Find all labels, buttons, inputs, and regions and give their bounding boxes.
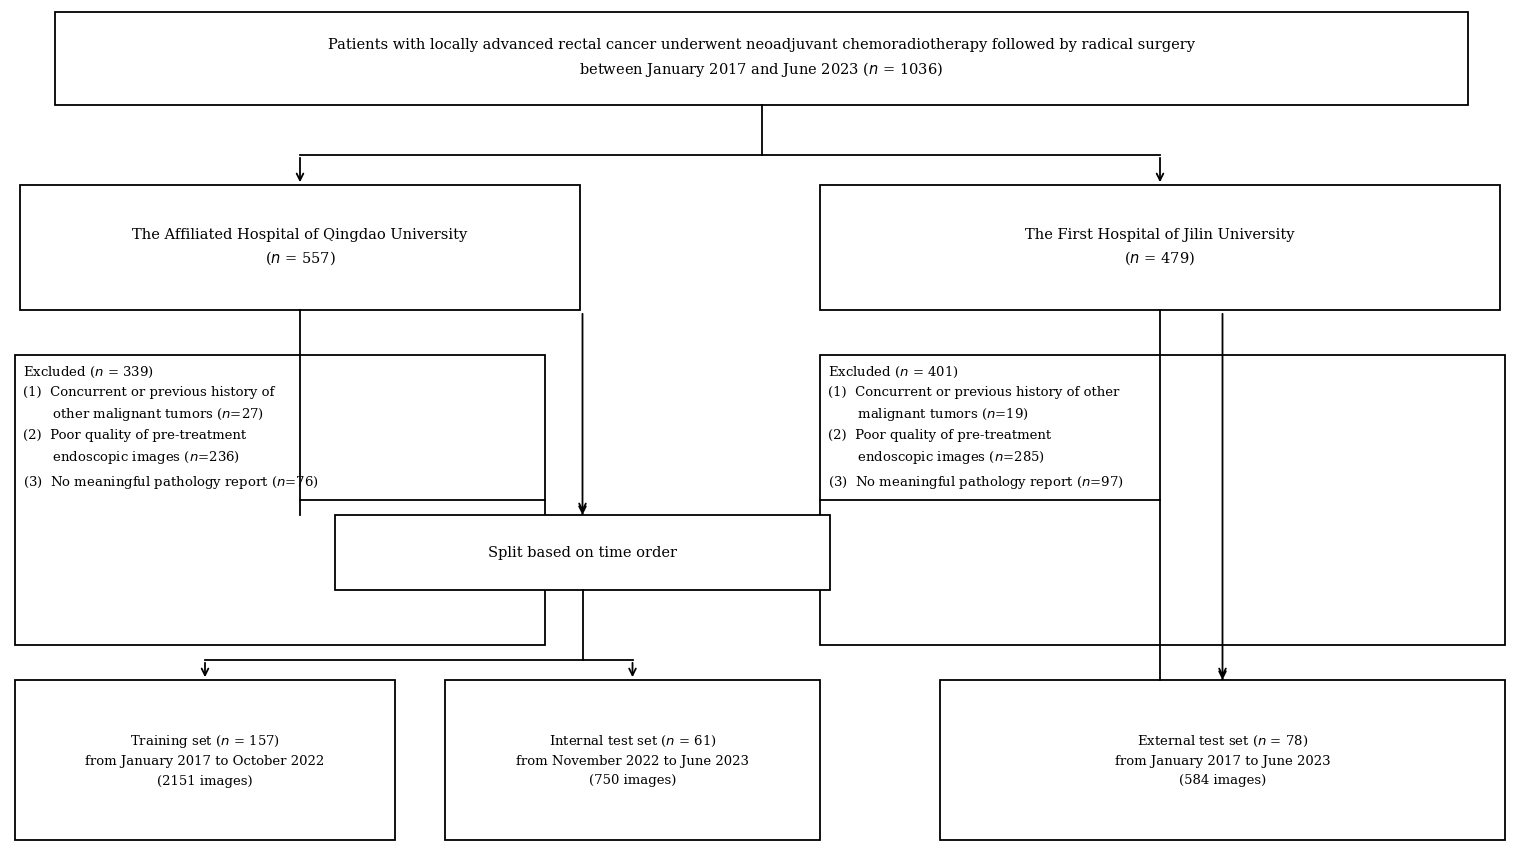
Text: The Affiliated Hospital of Qingdao University
($n$ = 557): The Affiliated Hospital of Qingdao Unive…	[133, 228, 468, 267]
Text: Patients with locally advanced rectal cancer underwent neoadjuvant chemoradiothe: Patients with locally advanced rectal ca…	[328, 37, 1195, 79]
Bar	[335, 515, 831, 590]
Text: Excluded ($n$ = 401)
(1)  Concurrent or previous history of other
       maligna: Excluded ($n$ = 401) (1) Concurrent or p…	[828, 365, 1123, 491]
Bar	[820, 355, 1506, 645]
Bar	[55, 12, 1468, 105]
Bar	[940, 680, 1506, 840]
Text: The First Hospital of Jilin University
($n$ = 479): The First Hospital of Jilin University (…	[1026, 228, 1295, 267]
Bar	[15, 680, 395, 840]
Text: Internal test set ($n$ = 61)
from November 2022 to June 2023
(750 images): Internal test set ($n$ = 61) from Novemb…	[517, 734, 748, 786]
Text: Excluded ($n$ = 339)
(1)  Concurrent or previous history of
       other maligna: Excluded ($n$ = 339) (1) Concurrent or p…	[23, 365, 319, 491]
Bar	[15, 355, 546, 645]
Text: External test set ($n$ = 78)
from January 2017 to June 2023
(584 images): External test set ($n$ = 78) from Januar…	[1114, 734, 1330, 786]
Bar	[445, 680, 820, 840]
Text: Training set ($n$ = 157)
from January 2017 to October 2022
(2151 images): Training set ($n$ = 157) from January 20…	[85, 733, 325, 787]
Text: Split based on time order: Split based on time order	[488, 545, 677, 559]
Bar	[20, 185, 581, 310]
Bar	[820, 185, 1500, 310]
